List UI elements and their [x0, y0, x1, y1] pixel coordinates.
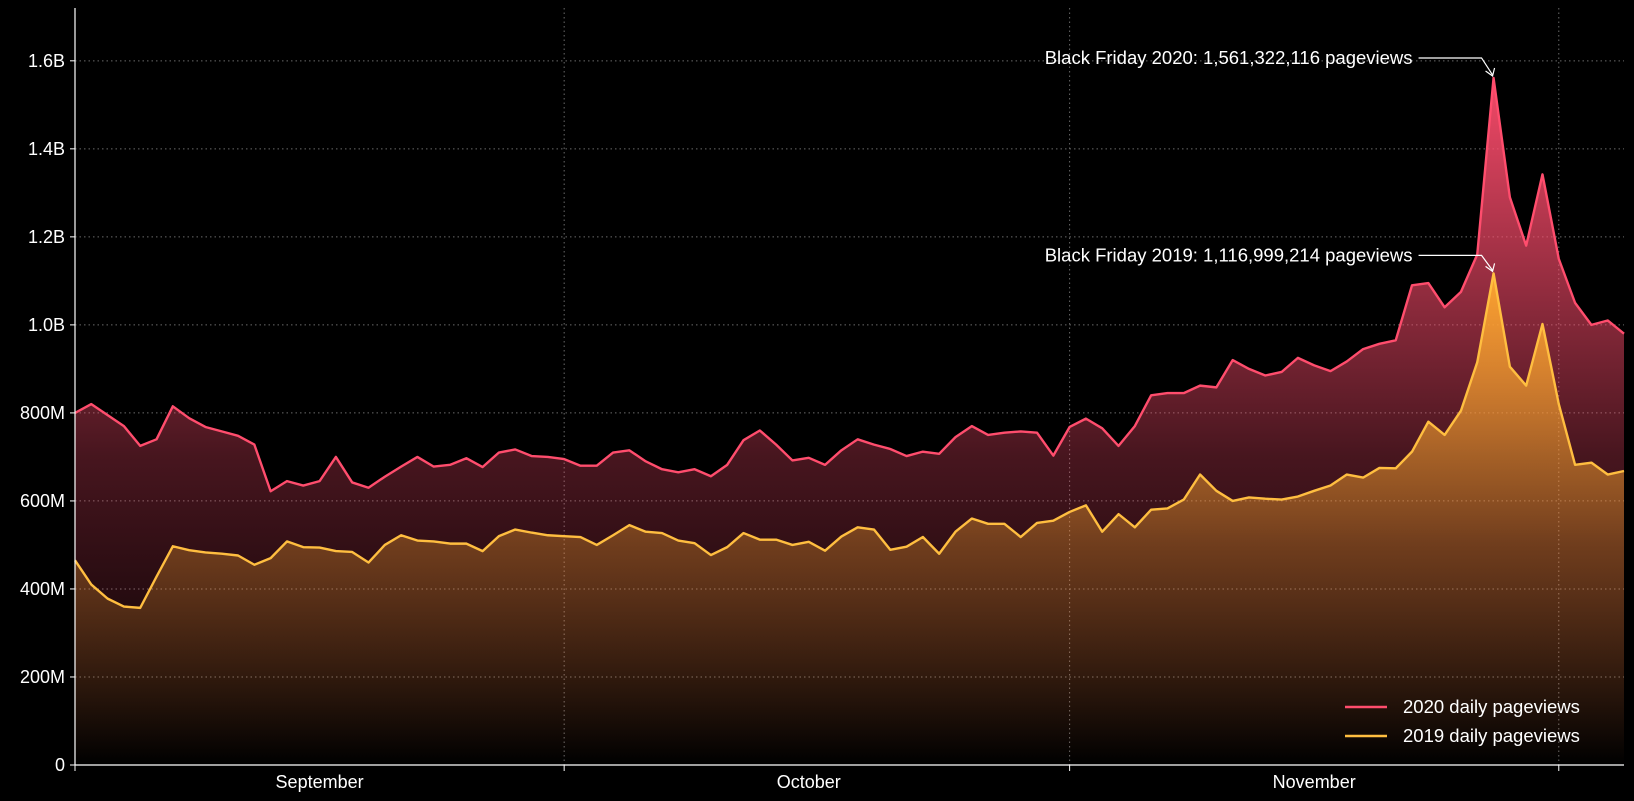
- y-tick-label: 1.2B: [28, 227, 65, 247]
- y-tick-label: 400M: [20, 579, 65, 599]
- annotation-arrow: [1418, 254, 1494, 271]
- legend: 2020 daily pageviews 2019 daily pageviews: [1345, 696, 1580, 746]
- y-tick-label: 600M: [20, 491, 65, 511]
- series-line-0: [74, 76, 1625, 493]
- y-tick-label: 1.0B: [28, 315, 65, 335]
- axes: 0 200M 400M 600M 800M 1.0B 1.2B 1.4B 1.6B Septemb…: [20, 8, 1624, 792]
- annotations: Black Friday 2020: 1,561,322,116 pagevie…: [1045, 47, 1496, 273]
- area-fills: [75, 77, 1624, 766]
- x-tick-label: October: [777, 772, 841, 792]
- y-tick-label: 200M: [20, 667, 65, 687]
- legend-label: 2020 daily pageviews: [1403, 696, 1580, 717]
- legend-label: 2019 daily pageviews: [1403, 725, 1580, 746]
- y-tick-label: 1.4B: [28, 139, 65, 159]
- y-tick-label: 0: [55, 755, 65, 775]
- area-1: [75, 273, 1624, 765]
- annotation-arrowhead: [1485, 263, 1496, 273]
- y-tick-label: 800M: [20, 403, 65, 423]
- series-line-1: [74, 272, 1625, 610]
- x-tick-label: November: [1273, 772, 1356, 792]
- series-lines: [74, 76, 1625, 610]
- annotation-arrow: [1418, 57, 1494, 76]
- annotation-label: Black Friday 2019: 1,116,999,214 pagevie…: [1045, 244, 1413, 265]
- annotation-arrowhead: [1485, 67, 1496, 77]
- annotation-label: Black Friday 2020: 1,561,322,116 pagevie…: [1045, 47, 1413, 68]
- y-tick-label: 1.6B: [28, 51, 65, 71]
- x-tick-label: September: [276, 772, 364, 792]
